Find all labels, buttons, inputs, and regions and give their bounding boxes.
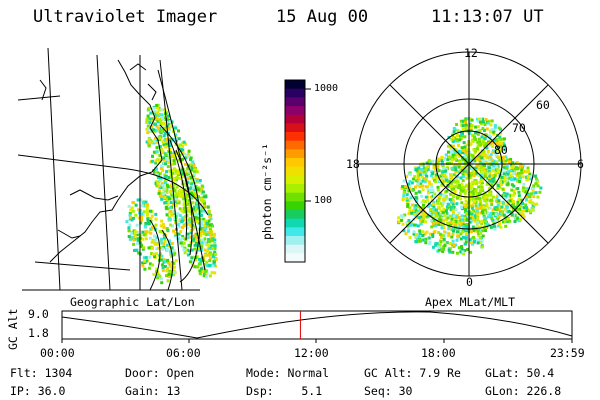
polar-hour-12: 12 [464, 46, 478, 60]
colorbar-cell [285, 140, 305, 150]
colorbar-cell [285, 201, 305, 211]
status-mode: Mode: Normal [246, 366, 330, 380]
polar-lat-60: 60 [536, 98, 550, 112]
colorbar-cell [285, 123, 305, 133]
altitude-timeline [61, 310, 573, 343]
timeline-ytick-9: 9.0 [28, 307, 49, 321]
aurora-oval-right [397, 117, 543, 256]
colorbar-cell [285, 236, 305, 246]
colorbar-cell [285, 132, 305, 142]
geographic-map [17, 47, 218, 291]
altitude-curve [61, 311, 573, 339]
colorbar-cell [285, 218, 305, 228]
instrument-title: Ultraviolet Imager [33, 7, 218, 27]
polar-hour-6: 6 [577, 157, 584, 171]
colorbar-cell [285, 149, 305, 159]
colorbar-tick-100: 100 [314, 195, 333, 206]
colorbar-cell [285, 106, 305, 116]
status-seq: Seq: 30 [364, 384, 413, 398]
colorbar-cell [285, 175, 305, 185]
status-dsp: Dsp: 5.1 [246, 384, 323, 398]
timeline-xtick-0000: 00:00 [40, 346, 75, 360]
timeline-ylabel: GC Alt [6, 308, 20, 350]
status-glon: GLon: 226.8 [485, 384, 562, 398]
left-panel-label: Geographic Lat/Lon [70, 295, 195, 309]
status-door: Door: Open [125, 366, 195, 380]
polar-lat-70: 70 [512, 121, 526, 135]
colorbar-cell [285, 227, 305, 237]
colorbar-cell [285, 114, 305, 124]
aurora-oval-left [125, 103, 218, 285]
timeline-xtick-2359: 23:59 [550, 346, 585, 360]
colorbar-cell [285, 80, 305, 90]
colorbar-cell [285, 253, 305, 263]
colorbar-cell [285, 244, 305, 254]
colorbar-cell [285, 158, 305, 168]
timeline-xtick-1200: 12:00 [294, 346, 329, 360]
colorbar-cell [285, 166, 305, 176]
status-gc-alt: GC Alt: 7.9 Re [364, 366, 461, 380]
date-label: 15 Aug 00 [276, 7, 369, 27]
color-bar [284, 79, 311, 263]
timeline-xtick-1800: 18:00 [421, 346, 456, 360]
colorbar-cell [285, 88, 305, 98]
colorbar-cell [285, 97, 305, 107]
right-panel-label: Apex MLat/MLT [425, 295, 516, 309]
timeline-ticks [61, 339, 573, 343]
status-glat: GLat: 50.4 [485, 366, 555, 380]
polar-grid [356, 51, 582, 277]
polar-hour-0: 0 [466, 275, 473, 289]
polar-hour-18: 18 [346, 157, 360, 171]
coastline [39, 59, 163, 263]
colorbar-unit-label: photon cm⁻²s⁻¹ [260, 143, 274, 240]
colorbar-tick-1000: 1000 [314, 83, 339, 94]
timeline-ytick-1.8: 1.8 [28, 326, 49, 340]
colorbar-cell [285, 210, 305, 220]
colorbar-cell [285, 192, 305, 202]
polar-lat-80: 80 [494, 143, 508, 157]
time-label: 11:13:07 UT [431, 7, 544, 27]
map-grid [17, 47, 209, 291]
status-ip: IP: 36.0 [10, 384, 66, 398]
polar-plot [356, 51, 582, 277]
status-gain: Gain: 13 [125, 384, 181, 398]
status-flight: Flt: 1304 [10, 366, 73, 380]
colorbar-cell [285, 184, 305, 194]
timeline-xtick-0600: 06:00 [166, 346, 201, 360]
